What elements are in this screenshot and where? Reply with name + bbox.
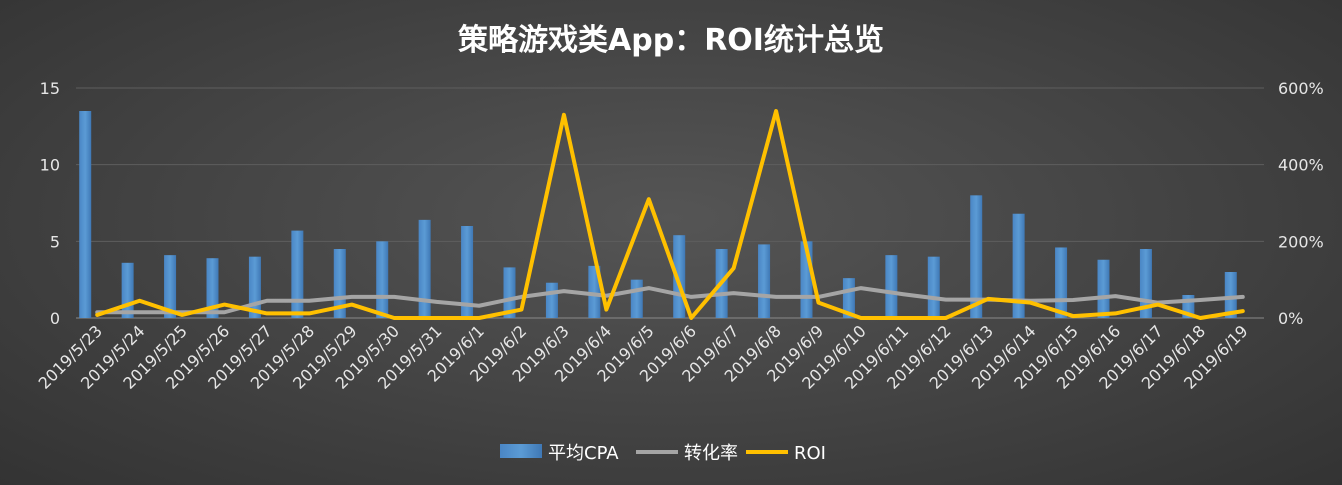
left-axis-tick-label: 15: [40, 79, 60, 98]
cpa-bar: [970, 195, 983, 318]
cpa-bar: [333, 249, 346, 318]
cpa-bar: [1012, 213, 1025, 318]
cpa-bar: [79, 111, 92, 318]
left-axis-ticks: 0 5 10 15: [40, 79, 60, 328]
right-axis-tick-label: 200%: [1278, 232, 1324, 251]
cpa-bar: [588, 265, 601, 318]
cpa-bar: [461, 226, 474, 318]
cpa-bar: [630, 279, 643, 318]
cpa-bars: [79, 111, 1237, 318]
chart-title: 策略游戏类App：ROI统计总览: [458, 23, 884, 58]
right-axis-tick-label: 400%: [1278, 156, 1324, 175]
series-lines: [95, 109, 1245, 320]
cpa-bar: [291, 230, 304, 318]
cpa-bar: [1224, 272, 1237, 318]
cpa-bar: [503, 267, 516, 318]
left-axis-tick-label: 5: [50, 232, 60, 251]
cpa-bar: [376, 241, 389, 318]
cpa-bar: [1097, 259, 1110, 318]
legend-swatch-bar: [500, 444, 542, 458]
x-axis-ticks: 2019/5/232019/5/242019/5/252019/5/262019…: [35, 321, 1252, 392]
legend-item: 转化率: [636, 443, 738, 464]
legend-item: ROI: [746, 443, 826, 464]
cpa-bar: [418, 219, 431, 318]
roi-line: [95, 109, 1245, 320]
left-axis-tick-label: 0: [50, 309, 60, 328]
right-axis-ticks: 0% 200% 400% 600%: [1278, 79, 1324, 328]
cpa-bar: [758, 244, 771, 318]
conversion-rate-line: [95, 286, 1245, 315]
left-axis-tick-label: 10: [40, 156, 60, 175]
legend-label: 平均CPA: [548, 443, 619, 464]
right-axis-tick-label: 600%: [1278, 79, 1324, 98]
legend-label: ROI: [794, 443, 826, 464]
cpa-bar: [1055, 247, 1068, 318]
cpa-bar: [206, 258, 219, 318]
cpa-bar: [885, 255, 898, 318]
legend: 平均CPA 转化率 ROI: [500, 443, 826, 464]
cpa-bar: [164, 255, 177, 318]
cpa-bar: [545, 282, 558, 318]
legend-item: 平均CPA: [500, 443, 619, 464]
cpa-bar: [121, 262, 134, 318]
right-axis-tick-label: 0%: [1278, 309, 1303, 328]
cpa-bar: [927, 256, 940, 318]
legend-label: 转化率: [684, 443, 738, 464]
